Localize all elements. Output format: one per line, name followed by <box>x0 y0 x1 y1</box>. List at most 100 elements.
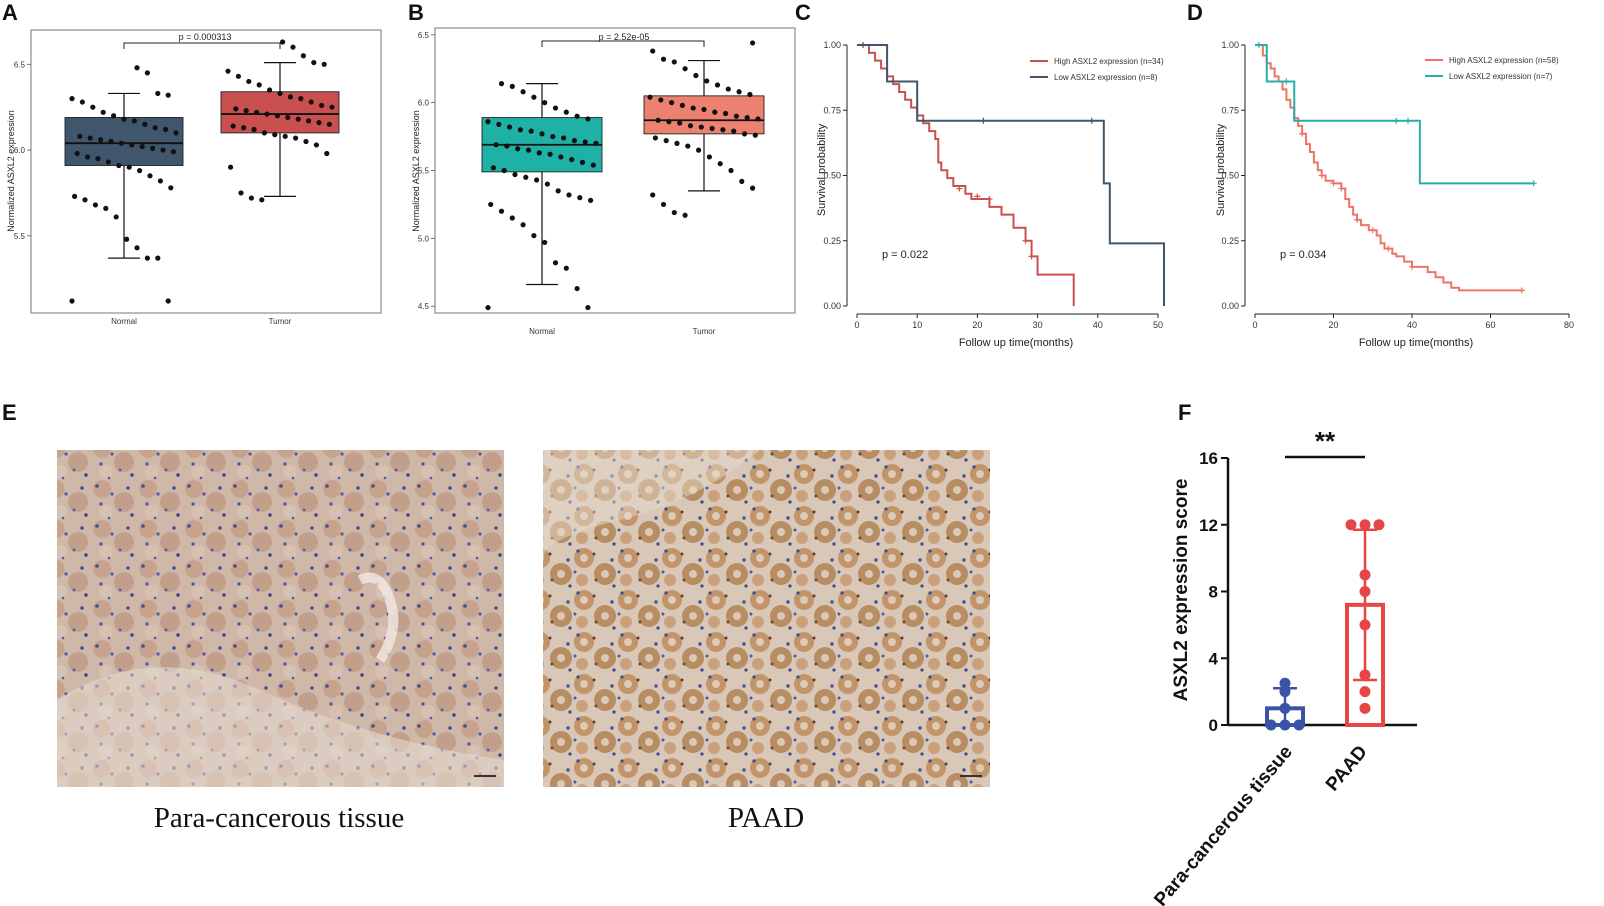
panel-a-point <box>306 118 312 124</box>
panel-a-point <box>264 111 270 117</box>
panel-b-point <box>677 120 683 126</box>
paad-scale-bar <box>960 775 982 777</box>
panel-b-point <box>531 233 537 239</box>
panel-b-point <box>493 142 499 148</box>
panel-c-censor-mark <box>974 193 981 200</box>
panel-b-point <box>582 139 588 145</box>
panel-c-xtick-label: 0 <box>854 320 859 330</box>
panel-b-point <box>517 127 524 133</box>
panel-c-censor-mark <box>986 195 993 202</box>
panel-a-point <box>274 113 280 119</box>
panel-f-point <box>1359 519 1371 531</box>
panel-f-point <box>1279 702 1291 714</box>
panel-c-km-plot: Survival probability Follow up time(mont… <box>816 40 1165 349</box>
panel-b-point <box>725 86 731 92</box>
panel-b-point <box>750 185 756 191</box>
caption-para-cancerous: Para-cancerous tissue <box>154 802 404 834</box>
panel-b-point <box>696 147 702 153</box>
panel-a-point <box>111 113 117 119</box>
panel-b-point <box>728 167 734 174</box>
para-scale-bar <box>474 775 496 777</box>
panel-d-censor-mark <box>1518 287 1525 294</box>
panel-a-point <box>72 193 78 199</box>
panel-b-point <box>706 154 713 160</box>
panel-b-point <box>547 151 553 157</box>
panel-d-censor-mark <box>1330 180 1337 187</box>
panel-c-legend-high: High ASXL2 expression (n=34) <box>1054 57 1164 66</box>
panel-b-point <box>650 192 656 198</box>
panel-c-censor-mark <box>1028 253 1035 260</box>
panel-d-xtick-label: 60 <box>1485 320 1495 330</box>
panel-a-point <box>319 102 325 109</box>
panel-c-ylabel: Survival probability <box>816 123 828 216</box>
panel-b-point <box>585 304 591 311</box>
panel-b-point <box>534 177 540 183</box>
panel-a-point <box>155 255 161 261</box>
panel-b-boxplot: Normalized ASXL2 expression p = 2.52e-05… <box>411 27 796 336</box>
paad-stroma-region <box>542 450 760 560</box>
panel-b-point <box>512 171 518 178</box>
panel-a-ytick-label: 6.0 <box>14 146 26 155</box>
panel-a-box-0 <box>64 117 184 166</box>
panel-b-point <box>563 109 569 115</box>
panel-a-point <box>129 142 135 148</box>
panel-a-point <box>235 73 241 79</box>
panel-a-point <box>173 130 179 136</box>
panel-d-ytick-label: 0.25 <box>1221 236 1239 246</box>
panel-a-point <box>259 197 265 203</box>
panel-a-point <box>282 133 288 139</box>
panel-a-xtick-normal: Normal <box>111 317 137 326</box>
panel-a-point <box>69 96 75 102</box>
panel-b-point <box>717 161 723 167</box>
panel-c-curve-1 <box>857 44 1165 306</box>
panel-b-ytick-label: 5.5 <box>418 167 430 176</box>
panel-c-censor-mark <box>980 117 987 124</box>
panel-f-ytick-label: 12 <box>1199 516 1218 535</box>
panel-b-point <box>679 102 686 108</box>
panel-d-censor-mark <box>1393 117 1400 124</box>
panel-letter-f: F <box>1178 400 1191 425</box>
panel-a-point <box>170 149 176 155</box>
panel-b-point <box>542 239 548 246</box>
panel-a-point <box>251 126 257 133</box>
panel-d-xtick-label: 80 <box>1564 320 1574 330</box>
panel-f-ytick-label: 0 <box>1209 716 1218 735</box>
panel-b-point <box>674 140 680 146</box>
panel-b-point <box>585 116 591 122</box>
panel-a-point <box>77 133 83 139</box>
panel-a-point <box>113 214 119 220</box>
panel-a-point <box>238 190 244 196</box>
panel-b-significance-bracket <box>541 40 705 47</box>
panel-b-ylabel: Normalized ASXL2 expression <box>411 110 421 232</box>
panel-c-xlabel: Follow up time(months) <box>959 337 1073 349</box>
panel-a-point <box>293 135 299 141</box>
panel-d-ytick-label: 0.75 <box>1221 105 1239 115</box>
panel-d-censor-mark <box>1405 117 1412 124</box>
panel-c-censor-mark <box>1088 117 1095 124</box>
panel-a-point <box>311 59 317 66</box>
panel-f-point <box>1265 719 1277 731</box>
panel-a-point <box>124 236 130 242</box>
panel-a-pvalue: p = 0.000313 <box>179 32 232 42</box>
panel-a-point <box>300 53 306 59</box>
panel-d-censor-mark <box>1369 227 1376 234</box>
panel-a-point <box>272 132 278 138</box>
panel-b-point <box>723 110 729 117</box>
panel-a-point <box>157 178 163 184</box>
panel-f-point <box>1359 686 1371 698</box>
panel-a-point <box>100 109 106 115</box>
panel-d-censor-mark <box>1255 42 1262 48</box>
panel-f-ylabel: ASXL2 expression score <box>1171 479 1192 702</box>
panel-b-point <box>739 178 745 184</box>
panel-a-point <box>165 92 171 98</box>
panel-b-point <box>574 285 580 292</box>
panel-b-ytick-label: 4.5 <box>418 302 430 311</box>
panel-a-point <box>152 125 158 131</box>
panel-f-point <box>1359 569 1371 581</box>
panel-b-pvalue: p = 2.52e-05 <box>599 32 650 42</box>
panel-b-point <box>498 208 505 214</box>
panel-a-point <box>150 145 156 151</box>
panel-b-point <box>590 162 596 168</box>
panel-a-point <box>168 185 174 191</box>
